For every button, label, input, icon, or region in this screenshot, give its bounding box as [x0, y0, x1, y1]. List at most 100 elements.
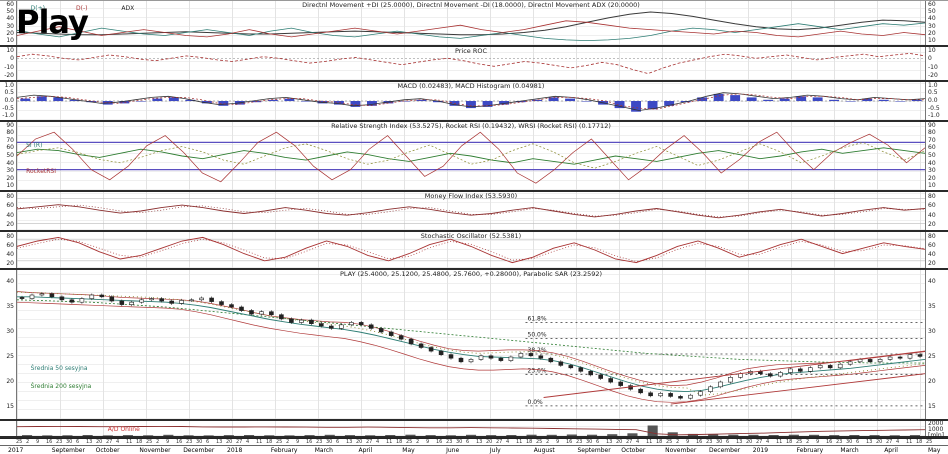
directional-movement-chart — [17, 1, 925, 45]
axis-tick-label: 0.0 — [928, 98, 938, 104]
axis-tick-label: 20 — [928, 379, 936, 385]
price-chart: 61.8%50.0%38.2%23.6%0.0% — [17, 270, 925, 419]
y-axis-left-volume-ad — [0, 421, 16, 436]
axis-tick-label: 80 — [6, 130, 14, 136]
axis-tick-label: 30 — [928, 329, 936, 335]
axis-tick-label: 60 — [6, 2, 14, 8]
axis-tick-label: 0.5 — [928, 90, 938, 96]
axis-tick-label: 40 — [928, 252, 936, 258]
axis-tick-label: 30 — [6, 329, 14, 335]
legend-rocketrsi: RocketRSI — [26, 168, 56, 175]
axis-tick-label: -0.5 — [2, 106, 14, 112]
axis-tick-label: 20 — [6, 222, 14, 228]
axis-tick-label: 80 — [928, 234, 936, 240]
axis-tick-label: 10 — [928, 38, 936, 44]
legend-a-d-online: A/D Online — [108, 426, 140, 433]
axis-tick-label: 90 — [928, 123, 936, 129]
axis-tick-label: 40 — [6, 161, 14, 167]
axis-tick-label: 60 — [6, 243, 14, 249]
axis-tick-label: 10 — [6, 38, 14, 44]
fib-level-label: 0.0% — [528, 399, 544, 406]
axis-tick-label: 60 — [928, 145, 936, 151]
axis-tick-label: 1.0 — [928, 83, 938, 89]
axis-tick-label: 30 — [6, 24, 14, 30]
legend--rednia-50-sesyjna: Średnia 50 sesyjna — [31, 365, 88, 372]
axis-tick-label: 30 — [928, 168, 936, 174]
axis-tick-label: 40 — [928, 213, 936, 219]
plot-area-price-roc: Price ROC — [16, 47, 926, 80]
axis-tick-label: 15 — [6, 404, 14, 410]
axis-tick-label: 0.0 — [4, 98, 14, 104]
axis-tick-label: 20 — [928, 261, 936, 267]
axis-tick-label: 80 — [928, 130, 936, 136]
axis-tick-label: 40 — [6, 213, 14, 219]
axis-tick-label: -20 — [4, 73, 14, 79]
axis-tick-label: -1.0 — [928, 113, 940, 119]
axis-tick-label: -10 — [928, 65, 938, 71]
axis-tick-label: 30 — [6, 168, 14, 174]
axis-tick-label: 60 — [6, 203, 14, 209]
fib-level-label: 50.0% — [528, 332, 547, 339]
axis-tick-label: 10 — [6, 48, 14, 54]
axis-tick-label: -1.0 — [2, 113, 14, 119]
legend-adx: ADX — [121, 5, 134, 12]
axis-tick-label: 60 — [6, 145, 14, 151]
axis-tick-label: 60 — [928, 203, 936, 209]
axis-tick-label: 40 — [6, 252, 14, 258]
axis-tick-label: -20 — [928, 73, 938, 79]
axis-tick-label: 80 — [6, 234, 14, 240]
axis-tick-label: 15 — [928, 404, 936, 410]
plot-area-money-flow-index: Money Flow Index (53.5930) — [16, 192, 926, 230]
axis-tick-label: 70 — [6, 138, 14, 144]
axis-tick-label: 60 — [928, 243, 936, 249]
axis-tick-label: 20 — [928, 31, 936, 37]
axis-tick-label: 40 — [6, 279, 14, 285]
axis-tick-label: -0.5 — [928, 106, 940, 112]
plot-area-stochastic: Stochastic Oscillator (52.5381) — [16, 232, 926, 268]
macd-chart — [17, 82, 925, 120]
axis-tick-label: 40 — [6, 16, 14, 22]
axis-tick-label: 50 — [6, 153, 14, 159]
stochastic-chart — [17, 232, 925, 268]
legend-si-r-: SI (R) — [26, 142, 42, 149]
legend--rednia-200-sesyjna: Średnia 200 sesyjna — [31, 383, 92, 390]
axis-tick-label: 0 — [928, 56, 932, 62]
plot-area-directional-movement: Directnl Movement +DI (25.0000), Directn… — [16, 1, 926, 45]
axis-tick-label: 30 — [928, 24, 936, 30]
instrument-watermark: Play — [16, 3, 88, 41]
y-axis-right-stochastic: 80 60 40 20 — [926, 232, 948, 268]
axis-tick-label: 90 — [6, 123, 14, 129]
axis-tick-label: 0.5 — [4, 90, 14, 96]
axis-tick-label: 50 — [928, 9, 936, 15]
volume-ad-chart — [17, 421, 925, 436]
axis-tick-label: 40 — [928, 16, 936, 22]
money-flow-index-chart — [17, 192, 925, 230]
axis-tick-label: 20 — [928, 176, 936, 182]
rsi-chart — [17, 122, 925, 190]
plot-area-rsi: Relative Strength Index (53.5275), Rocke… — [16, 122, 926, 190]
axis-tick-label: 50 — [928, 153, 936, 159]
axis-tick-label: 20 — [928, 222, 936, 228]
